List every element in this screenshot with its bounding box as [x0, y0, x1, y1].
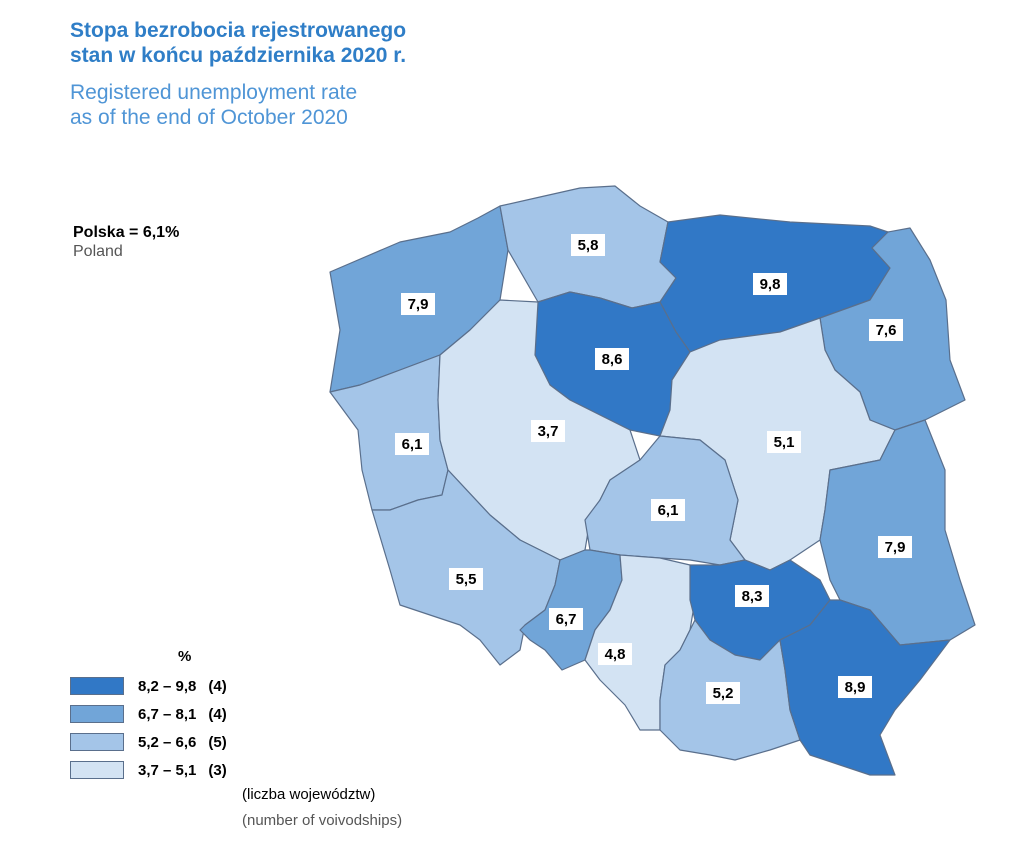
title-english-line-2: as of the end of October 2020	[70, 106, 348, 129]
title-polish-line-2: stan w końcu października 2020 r.	[70, 44, 407, 67]
region-label-box	[531, 420, 565, 442]
region-label-box	[869, 319, 903, 341]
region-value-mazowieckie: 5,1	[774, 434, 795, 451]
region-value-lubuskie: 6,1	[402, 436, 423, 453]
region-value-swietokrzyskie: 8,3	[742, 588, 763, 605]
region-value-lodzkie: 6,1	[658, 502, 679, 519]
region-value-warminsko-mazurskie: 9,8	[760, 276, 781, 293]
legend-swatch-3	[70, 733, 124, 751]
legend-range-3: 5,2 – 6,6	[138, 733, 197, 751]
region-value-zachodniopomorskie: 7,9	[408, 296, 429, 313]
legend-unit: %	[178, 648, 192, 665]
legend-range-4: 3,7 – 5,1	[138, 761, 197, 779]
region-label-box	[735, 585, 769, 607]
legend-count-4: (3)	[208, 761, 227, 779]
region-label-lubelskie: 7,9	[878, 536, 912, 558]
region-label-podlaskie: 7,6	[869, 319, 903, 341]
title-english: Registered unemployment rate as of the e…	[70, 80, 357, 130]
legend-swatch-1	[70, 677, 124, 695]
region-label-box	[767, 431, 801, 453]
region-label-box	[449, 568, 483, 590]
region-label-malopolskie: 5,2	[706, 682, 740, 704]
region-label-dolnoslaskie: 5,5	[449, 568, 483, 590]
region-value-pomorskie: 5,8	[578, 237, 599, 254]
region-value-dolnoslaskie: 5,5	[456, 571, 477, 588]
region-label-box	[706, 682, 740, 704]
national-rate: Polska = 6,1% Poland	[73, 224, 179, 261]
legend-swatch-2	[70, 705, 124, 723]
title-polish-line-1: Stopa bezrobocia rejestrowanego	[70, 19, 407, 42]
legend-item-2: 6,7 – 8,1 (4)	[70, 704, 227, 724]
region-label-wielkopolskie: 3,7	[531, 420, 565, 442]
legend-count-2: (4)	[208, 705, 227, 723]
legend-item-4: 3,7 – 5,1 (3)	[70, 760, 227, 780]
region-label-opolskie: 6,7	[549, 608, 583, 630]
region-label-swietokrzyskie: 8,3	[735, 585, 769, 607]
legend-swatch-4	[70, 761, 124, 779]
region-label-warminsko-mazurskie: 9,8	[753, 273, 787, 295]
region-label-podkarpackie: 8,9	[838, 676, 872, 698]
region-label-box	[651, 499, 685, 521]
region-label-pomorskie: 5,8	[571, 234, 605, 256]
region-label-box	[878, 536, 912, 558]
region-value-slaskie: 4,8	[605, 646, 626, 663]
legend-note-english: (number of voivodships)	[242, 812, 403, 829]
region-label-box	[595, 348, 629, 370]
legend-range-1: 8,2 – 9,8	[138, 677, 197, 695]
national-rate-english: Poland	[73, 243, 123, 260]
legend-note-polish: (liczba województw)	[242, 786, 376, 803]
region-value-kujawsko-pomorskie: 8,6	[602, 351, 623, 368]
region-label-box	[753, 273, 787, 295]
region-label-mazowieckie: 5,1	[767, 431, 801, 453]
region-value-lubelskie: 7,9	[885, 539, 906, 556]
region-label-box	[401, 293, 435, 315]
region-label-box	[395, 433, 429, 455]
region-value-wielkopolskie: 3,7	[538, 423, 559, 440]
national-rate-value: Polska = 6,1%	[73, 224, 180, 241]
region-label-box	[598, 643, 632, 665]
legend-range-2: 6,7 – 8,1	[138, 705, 197, 723]
region-label-kujawsko-pomorskie: 8,6	[595, 348, 629, 370]
title-english-line-1: Registered unemployment rate	[70, 81, 358, 104]
title-polish: Stopa bezrobocia rejestrowanego stan w k…	[70, 18, 406, 68]
region-value-malopolskie: 5,2	[713, 685, 734, 702]
legend-count-3: (5)	[208, 733, 227, 751]
region-label-lubuskie: 6,1	[395, 433, 429, 455]
legend-count-1: (4)	[208, 677, 227, 695]
region-value-opolskie: 6,7	[556, 611, 577, 628]
region-label-slaskie: 4,8	[598, 643, 632, 665]
region-label-box	[571, 234, 605, 256]
legend-item-1: 8,2 – 9,8 (4)	[70, 676, 227, 696]
legend-item-3: 5,2 – 6,6 (5)	[70, 732, 227, 752]
region-label-box	[549, 608, 583, 630]
region-value-podkarpackie: 8,9	[845, 679, 866, 696]
region-label-box	[838, 676, 872, 698]
region-value-podlaskie: 7,6	[876, 322, 897, 339]
region-label-zachodniopomorskie: 7,9	[401, 293, 435, 315]
region-label-lodzkie: 6,1	[651, 499, 685, 521]
